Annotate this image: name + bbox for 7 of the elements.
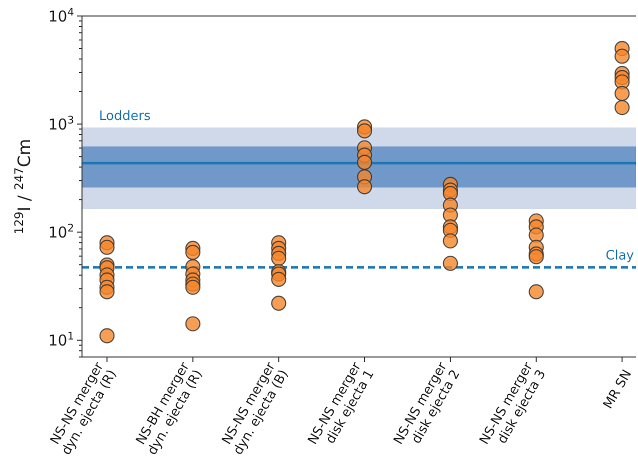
- x-tick-label: MR SN: [600, 368, 636, 412]
- y-tick-label: 10$^{3}$: [48, 114, 74, 134]
- ref-line-label: Clay: [606, 248, 634, 264]
- y-tick-label: 10$^{1}$: [48, 330, 74, 350]
- ref-line-label: Lodders: [99, 109, 151, 124]
- y-tick-label: 10$^{4}$: [48, 6, 74, 26]
- y-tick-label: 10$^{2}$: [48, 222, 74, 242]
